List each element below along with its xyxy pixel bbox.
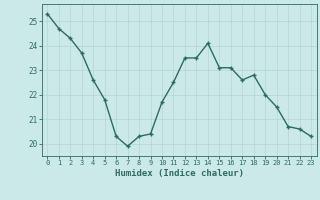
X-axis label: Humidex (Indice chaleur): Humidex (Indice chaleur) [115,169,244,178]
